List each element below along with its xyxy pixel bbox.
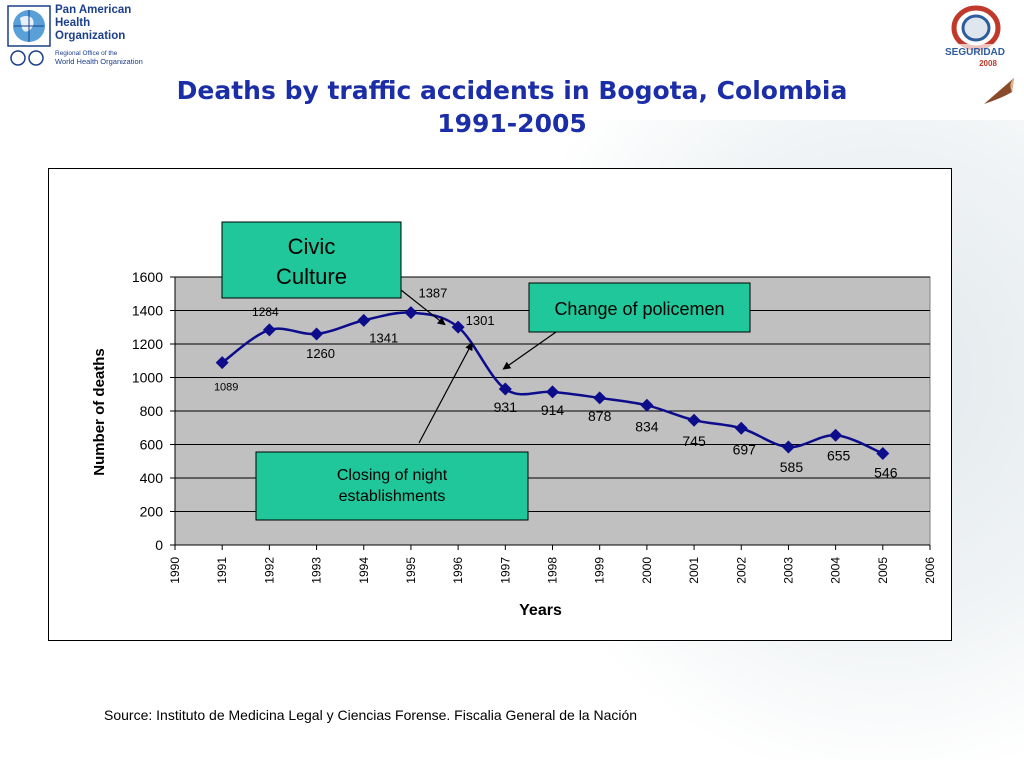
- data-label: 1341: [369, 330, 398, 345]
- data-point: [640, 398, 654, 412]
- data-point: [829, 428, 843, 442]
- event-logo-text: SEGURIDAD: [945, 47, 1005, 58]
- callout-civic-culture-text: Civic: [288, 234, 336, 259]
- y-axis-title: Number of deaths: [91, 348, 108, 476]
- y-tick-label: 1000: [132, 370, 163, 386]
- y-tick-label: 200: [140, 504, 164, 520]
- x-tick-label: 1993: [310, 557, 324, 584]
- callout-change-of-policemen-text: Change of policemen: [554, 299, 724, 319]
- paho-logo: [7, 5, 51, 66]
- page-curl-icon: [984, 78, 1014, 104]
- callout-closing-night-establishments-text: Closing of night: [337, 467, 448, 484]
- org-name: Pan American Health Organization: [55, 4, 132, 42]
- chart-title-line1: Deaths by traffic accidents in Bogota, C…: [176, 76, 848, 105]
- callout-civic-culture-text: Culture: [276, 264, 347, 289]
- data-point: [215, 356, 229, 370]
- data-label: 745: [682, 433, 706, 449]
- data-label: 546: [874, 465, 898, 481]
- data-point: [310, 327, 324, 341]
- annotation-arrow: [400, 289, 446, 326]
- x-tick-label: 1998: [546, 557, 560, 584]
- x-tick-label: 2003: [781, 557, 795, 584]
- data-point: [687, 413, 701, 427]
- x-tick-label: 1990: [168, 557, 182, 584]
- data-label: 1387: [418, 286, 447, 301]
- data-point: [498, 382, 512, 396]
- data-label: 697: [733, 441, 757, 457]
- data-point: [262, 323, 276, 337]
- data-label: 585: [780, 459, 804, 475]
- y-tick-label: 1400: [132, 303, 163, 319]
- org-subtitle-line2: World Health Organization: [55, 57, 143, 66]
- event-logo-year: 2008: [979, 59, 997, 68]
- data-point: [781, 440, 795, 454]
- y-tick-label: 600: [140, 437, 164, 453]
- x-tick-label: 1992: [262, 557, 276, 584]
- x-axis-title: Years: [519, 602, 562, 619]
- x-tick-label: 1999: [593, 557, 607, 584]
- y-tick-label: 400: [140, 470, 164, 486]
- data-point: [404, 306, 418, 320]
- x-tick-label: 2004: [829, 557, 843, 584]
- data-point: [876, 447, 890, 461]
- data-label: 655: [827, 447, 851, 463]
- callout-civic-culture-box: [221, 221, 402, 299]
- y-tick-label: 1200: [132, 336, 163, 352]
- data-point: [546, 385, 559, 399]
- x-tick-label: 1997: [498, 557, 512, 584]
- data-label: 914: [541, 402, 565, 418]
- callout-closing-night-establishments-box: [255, 451, 529, 521]
- annotation-arrow: [502, 331, 557, 370]
- x-tick-label: 2002: [734, 557, 748, 584]
- y-tick-label: 0: [155, 537, 163, 553]
- data-label: 1301: [466, 313, 495, 328]
- y-tick-label: 800: [140, 403, 164, 419]
- x-tick-label: 2005: [876, 557, 890, 584]
- x-tick-label: 1991: [215, 557, 229, 584]
- chart-title: Deaths by traffic accidents in Bogota, C…: [60, 74, 964, 140]
- data-point: [451, 320, 465, 334]
- data-label: 1284: [252, 305, 279, 319]
- org-subtitle-line1: Regional Office of the: [55, 50, 118, 57]
- data-label: 1089: [214, 382, 238, 394]
- x-tick-label: 1996: [451, 557, 465, 584]
- x-tick-label: 2000: [640, 557, 654, 584]
- data-label: 931: [494, 399, 518, 415]
- data-label: 1260: [306, 346, 335, 361]
- data-label: 878: [588, 408, 612, 424]
- annotation-arrow: [418, 342, 473, 444]
- callout-change-of-policemen-box: [528, 282, 751, 333]
- data-point: [593, 391, 607, 405]
- source-note: Source: Instituto de Medicina Legal y Ci…: [104, 707, 638, 723]
- x-tick-label: 2001: [687, 557, 701, 584]
- chart-title-line2: 1991-2005: [437, 109, 587, 138]
- org-subtitle: Regional Office of the World Health Orga…: [55, 50, 165, 66]
- data-point: [357, 313, 371, 327]
- seguridad-logo: SEGURIDAD 2008: [940, 5, 1010, 68]
- y-tick-label: 1600: [132, 269, 163, 285]
- x-tick-label: 1994: [357, 557, 371, 584]
- x-tick-label: 1995: [404, 557, 418, 584]
- data-point: [734, 421, 748, 435]
- x-tick-label: 2006: [923, 557, 937, 584]
- callout-closing-night-establishments-text: establishments: [339, 488, 446, 505]
- data-label: 834: [635, 418, 659, 434]
